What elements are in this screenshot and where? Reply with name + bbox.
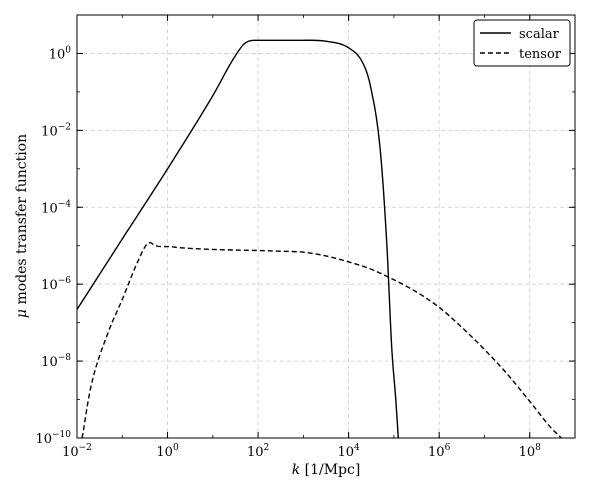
- x-tick-label-base: 10: [337, 445, 354, 460]
- x-tick-label-base: 10: [428, 445, 445, 460]
- y-tick-label: 10−6: [41, 276, 71, 293]
- y-tick-label-base: 10: [41, 355, 58, 370]
- y-tick-label-exp: −4: [58, 199, 72, 209]
- x-tick-label: 106: [428, 443, 451, 460]
- y-axis-label-rest: modes transfer function: [14, 134, 30, 309]
- x-tick-label: 10−2: [62, 443, 92, 460]
- x-tick-label-exp: 8: [535, 443, 541, 453]
- series-group: [77, 39, 563, 438]
- y-tick-label-exp: 0: [65, 45, 71, 55]
- series-line-tensor: [81, 241, 563, 438]
- x-tick-label-exp: 0: [173, 443, 179, 453]
- y-tick-label-base: 10: [41, 278, 58, 293]
- x-tick-label: 108: [519, 443, 542, 460]
- series-line-scalar: [77, 39, 399, 438]
- y-tick-label: 10−8: [41, 353, 71, 370]
- x-tick-label: 102: [247, 443, 269, 460]
- y-axis-label: μ modes transfer function: [14, 134, 30, 318]
- x-tick-label-base: 10: [519, 445, 536, 460]
- x-tick-label: 104: [337, 443, 360, 460]
- x-axis-label-rest: [1/Mpc]: [300, 462, 360, 478]
- y-tick-label-exp: −2: [58, 122, 71, 132]
- x-tick-label-exp: 2: [263, 443, 269, 453]
- y-tick-label: 10−4: [41, 199, 71, 216]
- x-tick-label-base: 10: [62, 445, 79, 460]
- y-tick-label: 10−10: [35, 430, 71, 447]
- y-tick-label-base: 10: [35, 432, 52, 447]
- legend: scalar tensor: [473, 19, 571, 67]
- y-tick-label: 10−2: [41, 122, 71, 139]
- ticks-group: 10−2 100 102 104 106 10810−1010−810−610−410−2…: [35, 14, 576, 460]
- y-tick-label-base: 10: [41, 201, 58, 216]
- x-tick-label-exp: −2: [79, 443, 92, 453]
- x-tick-label-base: 10: [156, 445, 173, 460]
- y-tick-label-base: 10: [41, 124, 58, 139]
- y-axis-label-italic: μ: [14, 309, 30, 318]
- x-tick-label-exp: 4: [354, 443, 360, 453]
- legend-tensor-label: tensor: [519, 47, 562, 62]
- y-tick-label-exp: −6: [58, 276, 72, 286]
- x-axis-label-italic: k: [292, 462, 300, 478]
- x-axis-label: k [1/Mpc]: [292, 462, 361, 478]
- x-tick-label: 100: [156, 443, 179, 460]
- y-tick-label-exp: −10: [52, 430, 71, 440]
- x-tick-label-exp: 6: [445, 443, 451, 453]
- y-tick-label: 100: [49, 45, 72, 62]
- legend-scalar-label: scalar: [519, 27, 560, 42]
- y-tick-label-base: 10: [49, 47, 66, 62]
- y-tick-label-exp: −8: [58, 353, 72, 363]
- plot-frame: [76, 14, 576, 439]
- x-tick-label-base: 10: [247, 445, 264, 460]
- legend-box: [473, 19, 571, 67]
